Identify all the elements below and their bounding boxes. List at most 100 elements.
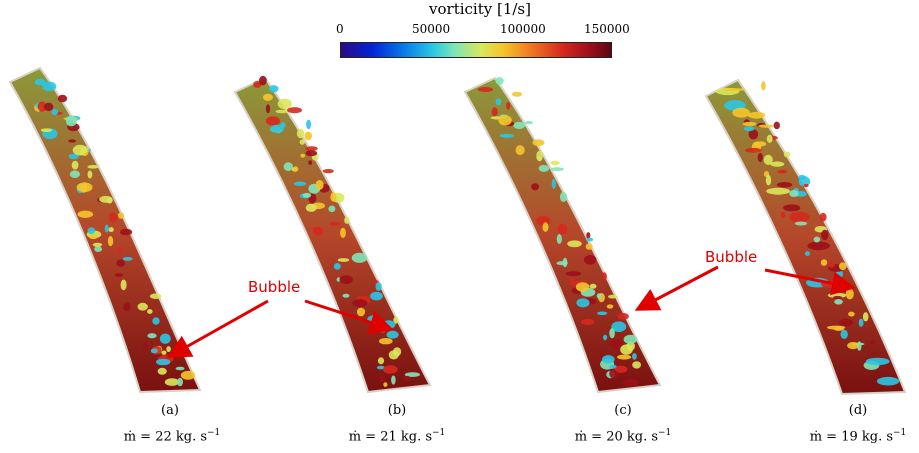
vortex-blob	[567, 240, 582, 248]
vortex-blob	[789, 190, 799, 197]
vortex-blob	[147, 333, 157, 339]
vortex-blob	[777, 169, 788, 174]
vortex-blob	[833, 295, 843, 300]
colorbar-tick-100000: 100000	[500, 22, 546, 36]
vortex-blob	[813, 236, 821, 243]
vortex-blob	[300, 153, 306, 158]
vortex-blob	[826, 325, 846, 330]
colorbar-tick-0: 0	[336, 22, 344, 36]
vortex-blob	[87, 165, 100, 169]
vortex-blob	[262, 93, 273, 101]
vortex-blob	[356, 307, 366, 317]
vortex-blob	[308, 160, 313, 166]
vortex-blob	[265, 104, 271, 114]
vortex-blob	[164, 378, 180, 386]
vortex-blob	[122, 257, 133, 261]
vortex-blob	[51, 108, 59, 116]
vortex-blob	[150, 348, 158, 354]
panel-c-mass-flow: ṁ = 20 kg. s−1	[574, 428, 672, 445]
vortex-blob	[840, 329, 848, 339]
vortex-blob	[388, 350, 399, 360]
vortex-blob	[315, 180, 324, 190]
vortex-blob	[761, 81, 766, 91]
vortex-blob	[68, 153, 79, 160]
vortex-blob	[270, 124, 284, 134]
vortex-blob	[742, 121, 757, 127]
vortex-blob	[312, 226, 324, 236]
vortex-blob	[606, 304, 614, 309]
bubble-label-left: Bubble	[248, 278, 301, 296]
vortex-blob	[175, 366, 185, 371]
vortex-blob	[328, 205, 336, 213]
vortex-blob	[94, 246, 102, 253]
vortex-blob	[803, 183, 809, 188]
colorbar-tick-50000: 50000	[412, 22, 451, 36]
vortex-blob	[542, 222, 549, 232]
vortex-blob	[597, 311, 608, 316]
vortex-blob	[370, 291, 383, 301]
vortex-blob	[379, 338, 393, 345]
vortex-blob	[623, 334, 638, 344]
vortex-blob	[123, 302, 131, 312]
vortex-blob	[157, 367, 167, 375]
vortex-blob	[862, 312, 869, 322]
vortex-blob	[611, 338, 622, 344]
vortex-blob	[617, 313, 629, 320]
vortex-blob	[109, 212, 118, 223]
colorbar-title: vorticity [1/s]	[429, 0, 531, 18]
vortex-blob	[559, 191, 568, 202]
vortex-blob	[42, 81, 57, 92]
vortex-blob	[76, 182, 93, 193]
blade-surface-d	[704, 78, 907, 396]
vortex-blob	[536, 150, 543, 162]
vortex-blob	[302, 192, 312, 198]
blade-surface-c	[463, 76, 662, 394]
vortex-blob	[44, 102, 54, 112]
vortex-blob	[143, 341, 148, 352]
vortex-blob	[71, 160, 79, 170]
vortex-blob	[72, 144, 88, 156]
vortex-blob	[108, 227, 114, 233]
vortex-blob	[798, 176, 811, 187]
vortex-blob	[352, 299, 368, 308]
vortex-blob	[576, 298, 590, 308]
vortex-blob	[839, 262, 847, 271]
vortex-blob	[585, 243, 593, 250]
vortex-blob	[259, 75, 267, 86]
panel-b-mass-flow: ṁ = 21 kg. s−1	[348, 428, 446, 445]
vortex-blob	[393, 316, 399, 324]
vortex-blob	[550, 160, 560, 166]
vortex-blob	[615, 365, 628, 373]
vortex-blob	[524, 121, 534, 125]
vortex-blob	[609, 328, 615, 339]
vortex-blob	[305, 150, 318, 157]
vortex-blob	[513, 121, 526, 129]
vortex-blob	[305, 203, 317, 212]
vortex-blob	[305, 146, 318, 151]
vortex-blob	[848, 311, 855, 317]
vortex-blob	[330, 192, 337, 202]
vortex-blob	[329, 221, 342, 226]
vortex-blob	[780, 211, 786, 219]
vortex-blob	[269, 85, 279, 93]
vortex-blob	[351, 252, 368, 263]
vortex-blob	[550, 167, 564, 172]
vortex-blob	[617, 354, 632, 360]
vortex-blob	[477, 87, 493, 92]
vortex-blob	[292, 166, 299, 172]
vortex-blob	[104, 224, 109, 233]
vortex-blob	[299, 139, 305, 145]
vortex-blob	[789, 211, 810, 223]
vortex-blob	[794, 221, 808, 226]
vortex-blob	[869, 340, 876, 344]
vortex-blob	[847, 342, 859, 350]
vortex-blob	[87, 227, 96, 235]
vortex-blob	[623, 378, 639, 387]
vortex-blob	[77, 210, 94, 218]
blade-surface-b	[233, 76, 432, 394]
vortex-blob	[159, 333, 171, 344]
panel-b-label: (b)	[387, 403, 407, 418]
vortex-blob	[632, 353, 637, 360]
vortex-blob	[322, 169, 334, 174]
vortex-blob	[376, 365, 385, 370]
